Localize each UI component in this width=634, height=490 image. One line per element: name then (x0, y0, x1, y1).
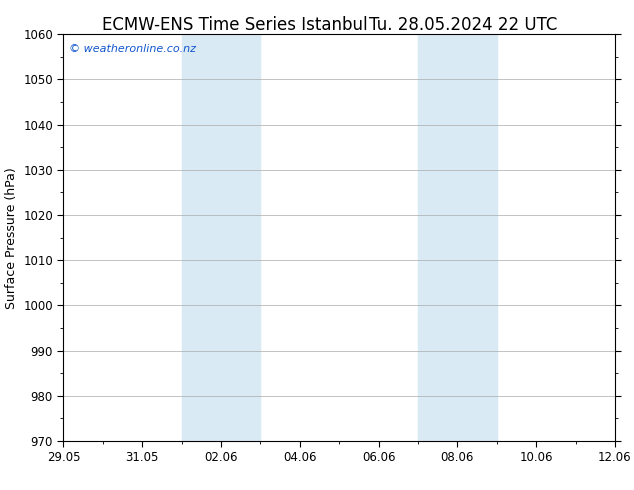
Y-axis label: Surface Pressure (hPa): Surface Pressure (hPa) (4, 167, 18, 309)
Text: Tu. 28.05.2024 22 UTC: Tu. 28.05.2024 22 UTC (368, 16, 557, 34)
Bar (181, 34, 261, 441)
Text: © weatheronline.co.nz: © weatheronline.co.nz (69, 45, 196, 54)
Text: ECMW-ENS Time Series Istanbul: ECMW-ENS Time Series Istanbul (102, 16, 367, 34)
Bar (418, 34, 497, 441)
